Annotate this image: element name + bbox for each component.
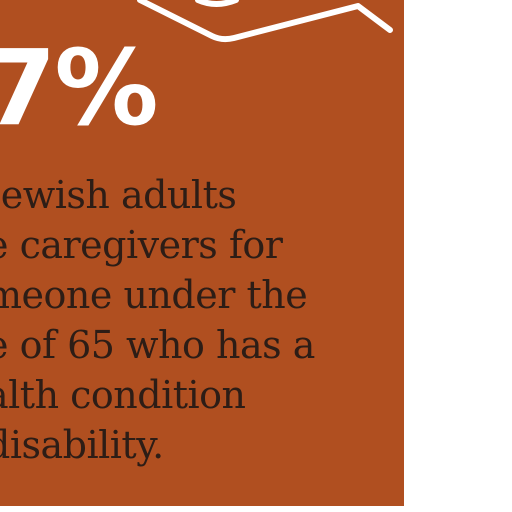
line-graphic-icon <box>137 0 393 43</box>
stat-caption: Jewish adults e caregivers for meone und… <box>0 170 404 470</box>
caption-line: disability. <box>0 423 164 467</box>
stat-panel: 7% Jewish adults e caregivers for meone … <box>0 0 404 506</box>
caption-line: meone under the <box>0 273 308 317</box>
caption-line: alth condition <box>0 373 246 417</box>
caption-line: e caregivers for <box>0 223 283 267</box>
stat-percentage: 7% <box>0 27 159 149</box>
caption-line: e of 65 who has a <box>0 323 315 367</box>
caption-line: Jewish adults <box>0 173 237 217</box>
